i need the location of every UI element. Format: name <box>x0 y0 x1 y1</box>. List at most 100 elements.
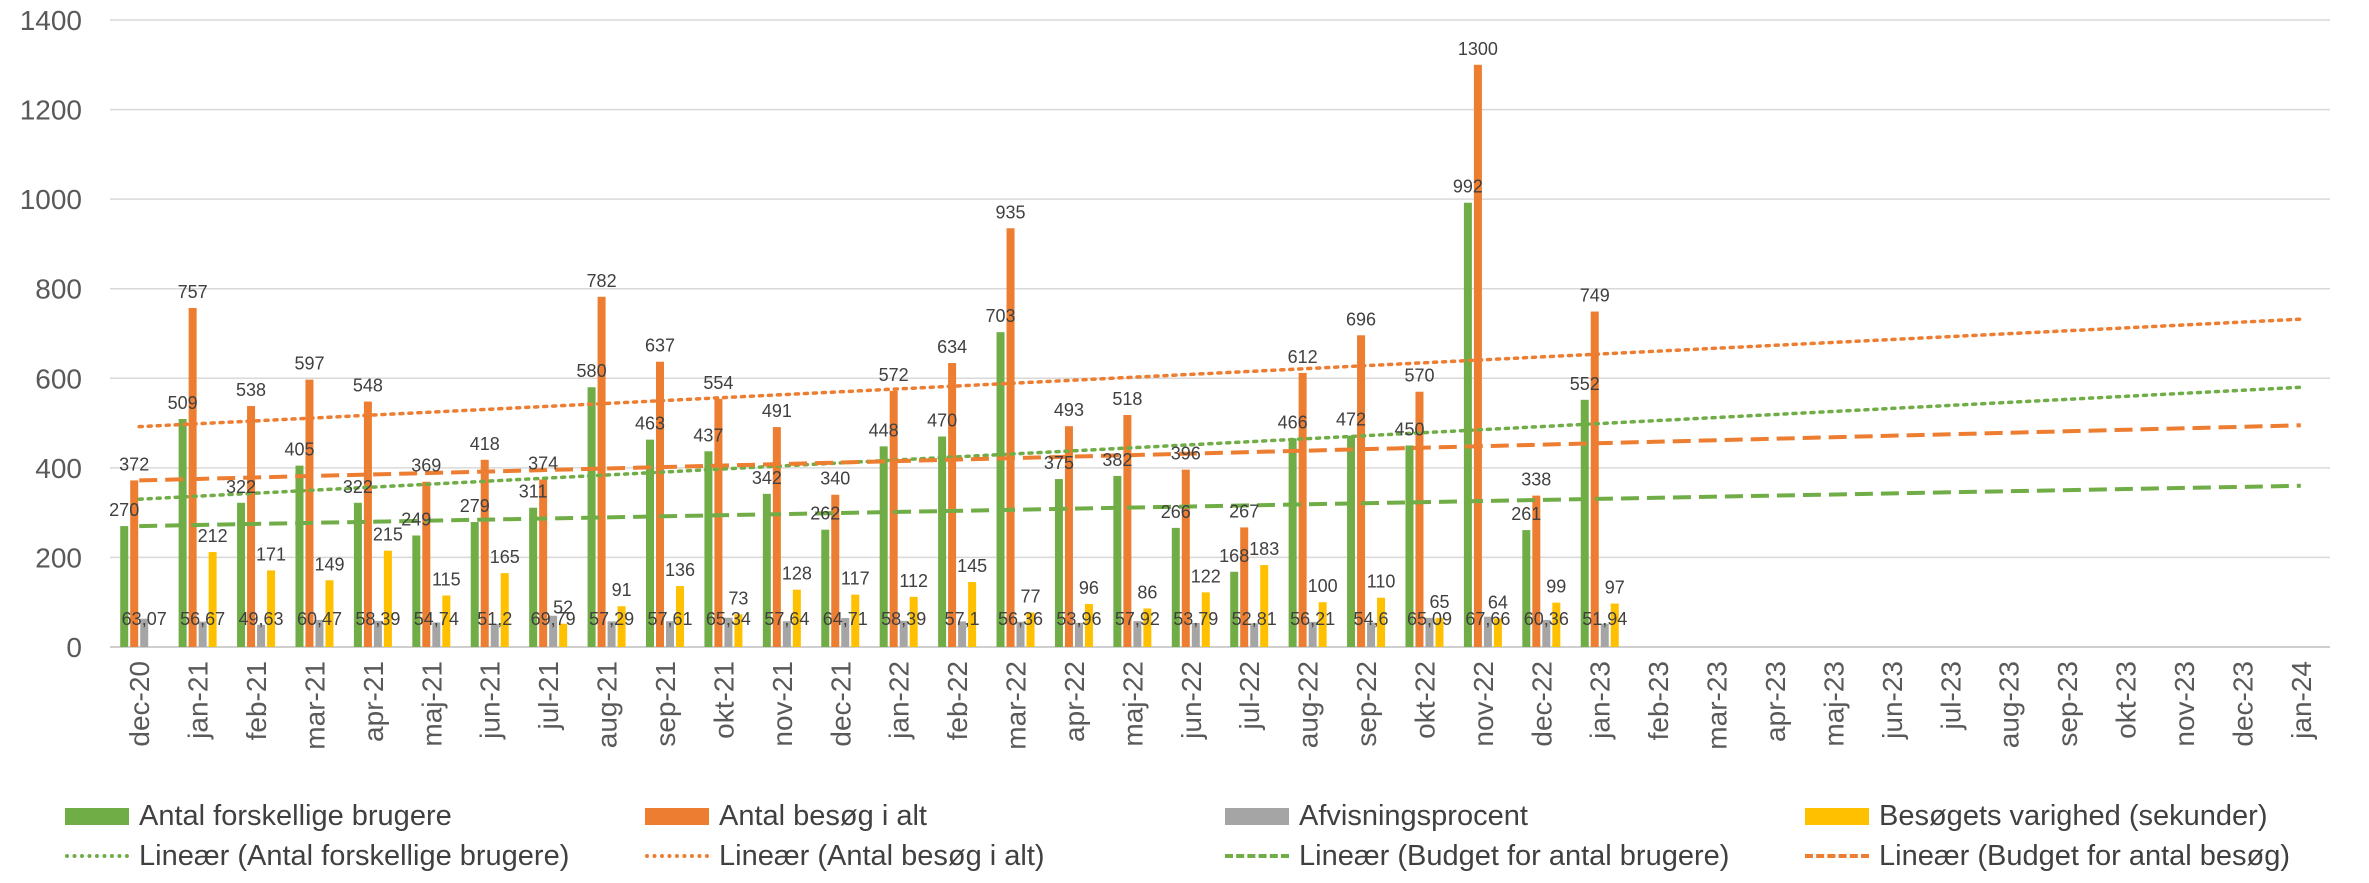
data-label: 437 <box>693 425 723 445</box>
x-tick-label: jan-24 <box>2286 661 2317 740</box>
bar <box>295 465 304 647</box>
x-tick-label: mar-21 <box>299 661 330 750</box>
x-tick-label: feb-23 <box>1643 661 1674 740</box>
bar <box>353 502 362 647</box>
data-label: 86 <box>1137 582 1157 602</box>
bar <box>549 615 558 647</box>
data-label: 65 <box>1429 592 1449 612</box>
legend-label-budget-visits: Lineær (Budget for antal besøg) <box>1879 839 2291 872</box>
data-label: 757 <box>178 282 208 302</box>
bar <box>130 480 139 647</box>
data-label: 149 <box>314 554 344 574</box>
bar <box>597 296 606 647</box>
bar <box>442 595 451 647</box>
legend-swatch-visits <box>645 807 709 825</box>
bar <box>656 361 664 647</box>
x-tick-label: okt-23 <box>2111 661 2142 739</box>
data-label: 54,74 <box>414 609 459 629</box>
data-label: 612 <box>1288 347 1318 367</box>
data-label: 183 <box>1249 539 1279 559</box>
data-label: 1300 <box>1458 39 1498 59</box>
bar <box>1181 469 1190 647</box>
x-tick-label: apr-21 <box>358 661 389 742</box>
x-tick-label: mar-23 <box>1702 661 1733 750</box>
x-tick-label: apr-22 <box>1059 661 1090 742</box>
data-label: 96 <box>1079 578 1099 598</box>
data-label: 168 <box>1219 546 1249 566</box>
data-label: 405 <box>284 440 314 460</box>
data-labels: 270 509 322 405 322 249 279 311 580 463 437 342 262 4… <box>109 39 1627 629</box>
data-label: 322 <box>343 477 373 497</box>
data-label: 372 <box>119 454 149 474</box>
bar <box>198 621 207 647</box>
bar <box>1552 602 1561 647</box>
bar <box>539 479 548 647</box>
legend-item-budget-visits: Lineær (Budget for antal besøg) <box>1805 836 2290 876</box>
data-label: 580 <box>577 361 607 381</box>
legend-label-users: Antal forskellige brugere <box>139 799 452 832</box>
data-label: 552 <box>1570 374 1600 394</box>
gridlines <box>110 19 2330 648</box>
bar <box>315 619 324 647</box>
bar <box>1347 435 1356 647</box>
y-tick-label: 600 <box>35 363 82 394</box>
data-label: 215 <box>373 525 403 545</box>
bar <box>1054 479 1063 647</box>
data-label: 518 <box>1112 389 1142 409</box>
trendline <box>137 317 2303 429</box>
x-tick-label: jan-23 <box>1585 661 1616 740</box>
bar <box>666 621 674 647</box>
bar <box>1143 608 1152 647</box>
x-tick-label: maj-21 <box>416 661 447 747</box>
data-label: 637 <box>645 336 675 356</box>
x-tick-label: jul-21 <box>533 661 564 730</box>
legend-item-trend-users: Lineær (Antal forskellige brugere) <box>65 836 569 876</box>
bar <box>1377 597 1386 647</box>
data-label: 369 <box>411 456 441 476</box>
data-label: 57,29 <box>589 609 634 629</box>
bar <box>325 580 334 647</box>
y-tick-label: 400 <box>35 453 82 484</box>
bar <box>1600 623 1609 647</box>
data-label: 322 <box>226 477 256 497</box>
legend-line-budget-users <box>1225 854 1289 858</box>
data-label: 54,6 <box>1354 609 1389 629</box>
x-tick-label: okt-21 <box>708 661 739 739</box>
bar <box>1415 391 1424 647</box>
bar <box>363 401 372 647</box>
bar <box>305 379 314 647</box>
data-label: 450 <box>1394 419 1424 439</box>
data-label: 311 <box>519 482 548 502</box>
bar <box>1357 335 1366 647</box>
x-tick-label: jul-22 <box>1234 661 1265 730</box>
bar <box>1201 592 1210 647</box>
bar <box>734 614 743 647</box>
bar <box>704 451 713 647</box>
bar <box>879 446 888 647</box>
bar <box>1260 565 1269 647</box>
legend-line-trend-visits <box>645 854 709 858</box>
bar <box>559 623 568 647</box>
data-label: 634 <box>937 337 967 357</box>
data-label: 548 <box>353 376 383 396</box>
bar <box>1298 372 1307 647</box>
x-tick-label: dec-23 <box>2227 661 2258 747</box>
bar <box>1435 617 1444 647</box>
trendline <box>139 423 2301 483</box>
data-label: 60,47 <box>297 609 342 629</box>
bar <box>1425 617 1434 647</box>
bar <box>772 427 781 647</box>
data-label: 463 <box>635 414 665 434</box>
bar <box>1240 527 1249 647</box>
data-label: 374 <box>528 454 558 474</box>
bar <box>490 624 499 647</box>
data-label: 52,81 <box>1232 609 1277 629</box>
bar <box>1133 621 1142 647</box>
bar <box>1493 618 1502 647</box>
x-tick-label: aug-23 <box>1994 661 2025 748</box>
bar <box>373 620 382 647</box>
legend: Antal forskellige brugere Antal besøg i … <box>0 790 2369 883</box>
data-label: 382 <box>1102 450 1132 470</box>
data-label: 57,1 <box>945 609 980 629</box>
data-label: 340 <box>820 469 850 489</box>
